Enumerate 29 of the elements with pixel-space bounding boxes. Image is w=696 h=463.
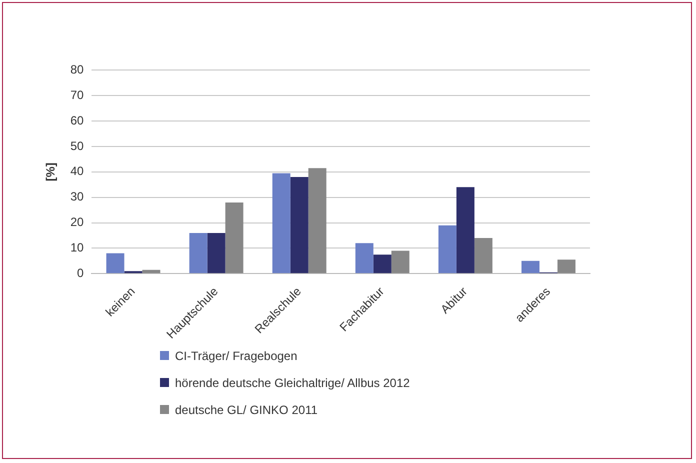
bar: [438, 225, 456, 274]
y-axis-title: [%]: [44, 162, 58, 182]
bar: [474, 238, 492, 274]
legend-label: CI-Träger/ Fragebogen: [175, 348, 298, 362]
y-tick-label: 0: [77, 266, 84, 280]
bar: [456, 187, 474, 274]
y-tick-label: 80: [70, 62, 84, 77]
legend-label: deutsche GL/ GINKO 2011: [175, 402, 318, 416]
legend-label: hörende deutsche Gleichaltrige/ Allbus 2012: [175, 376, 410, 390]
y-tick-label: 60: [70, 113, 84, 128]
bar: [308, 168, 326, 274]
bar: [557, 260, 576, 274]
y-tick-label: 20: [70, 215, 84, 230]
bar: [391, 250, 410, 274]
bar: [189, 232, 208, 274]
y-tick-label: 40: [70, 164, 84, 178]
bar: [106, 253, 124, 274]
bar: [355, 243, 374, 274]
bar: [142, 270, 160, 274]
bar: [290, 177, 308, 274]
y-tick-label: 30: [70, 190, 84, 204]
bar: [207, 232, 226, 274]
y-tick-label: 10: [70, 240, 84, 255]
y-tick-label: 50: [70, 138, 84, 153]
bar: [373, 254, 392, 274]
bar: [272, 173, 290, 274]
y-tick-label: 70: [70, 88, 84, 102]
bar: [521, 260, 540, 274]
bar: [225, 202, 244, 274]
